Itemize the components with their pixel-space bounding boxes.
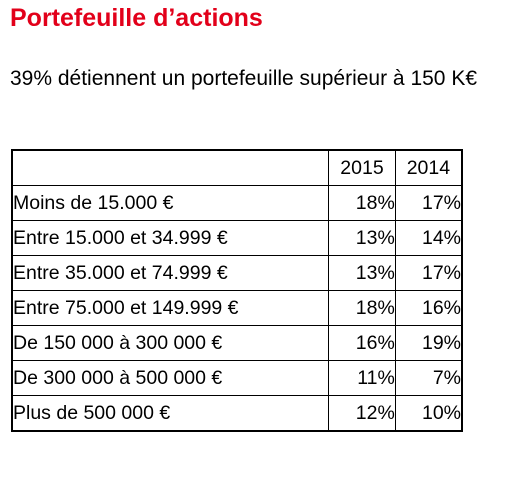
table-header-row: 2015 2014 bbox=[11, 149, 463, 186]
value-2014: 17% bbox=[394, 255, 463, 291]
subtitle: 39% détiennent un portefeuille supérieur… bbox=[10, 67, 478, 90]
value-2014: 16% bbox=[394, 290, 463, 326]
value-2015: 11% bbox=[328, 360, 396, 396]
table-row: Moins de 15.000 € 18% 17% bbox=[11, 185, 463, 221]
value-2014: 19% bbox=[394, 325, 463, 361]
table-row: Entre 15.000 et 34.999 € 13% 14% bbox=[11, 220, 463, 256]
row-label: Entre 35.000 et 74.999 € bbox=[11, 255, 330, 291]
row-label: Moins de 15.000 € bbox=[11, 185, 330, 221]
value-2015: 16% bbox=[328, 325, 396, 361]
page-title: Portefeuille d’actions bbox=[10, 4, 263, 32]
table-row: De 300 000 à 500 000 € 11% 7% bbox=[11, 360, 463, 396]
value-2014: 14% bbox=[394, 220, 463, 256]
value-2015: 18% bbox=[328, 290, 396, 326]
portfolio-table: 2015 2014 Moins de 15.000 € 18% 17% Entr… bbox=[11, 149, 463, 432]
value-2014: 7% bbox=[394, 360, 463, 396]
value-2015: 13% bbox=[328, 220, 396, 256]
table-row: Plus de 500 000 € 12% 10% bbox=[11, 395, 463, 432]
column-header-2014: 2014 bbox=[394, 149, 463, 186]
table-corner-cell bbox=[11, 149, 330, 186]
table-row: Entre 35.000 et 74.999 € 13% 17% bbox=[11, 255, 463, 291]
value-2014: 10% bbox=[394, 395, 463, 432]
value-2014: 17% bbox=[394, 185, 463, 221]
value-2015: 18% bbox=[328, 185, 396, 221]
table-row: De 150 000 à 300 000 € 16% 19% bbox=[11, 325, 463, 361]
table-row: Entre 75.000 et 149.999 € 18% 16% bbox=[11, 290, 463, 326]
value-2015: 12% bbox=[328, 395, 396, 432]
column-header-2015: 2015 bbox=[328, 149, 396, 186]
row-label: Entre 15.000 et 34.999 € bbox=[11, 220, 330, 256]
row-label: De 150 000 à 300 000 € bbox=[11, 325, 330, 361]
row-label: De 300 000 à 500 000 € bbox=[11, 360, 330, 396]
value-2015: 13% bbox=[328, 255, 396, 291]
row-label: Entre 75.000 et 149.999 € bbox=[11, 290, 330, 326]
row-label: Plus de 500 000 € bbox=[11, 395, 330, 432]
